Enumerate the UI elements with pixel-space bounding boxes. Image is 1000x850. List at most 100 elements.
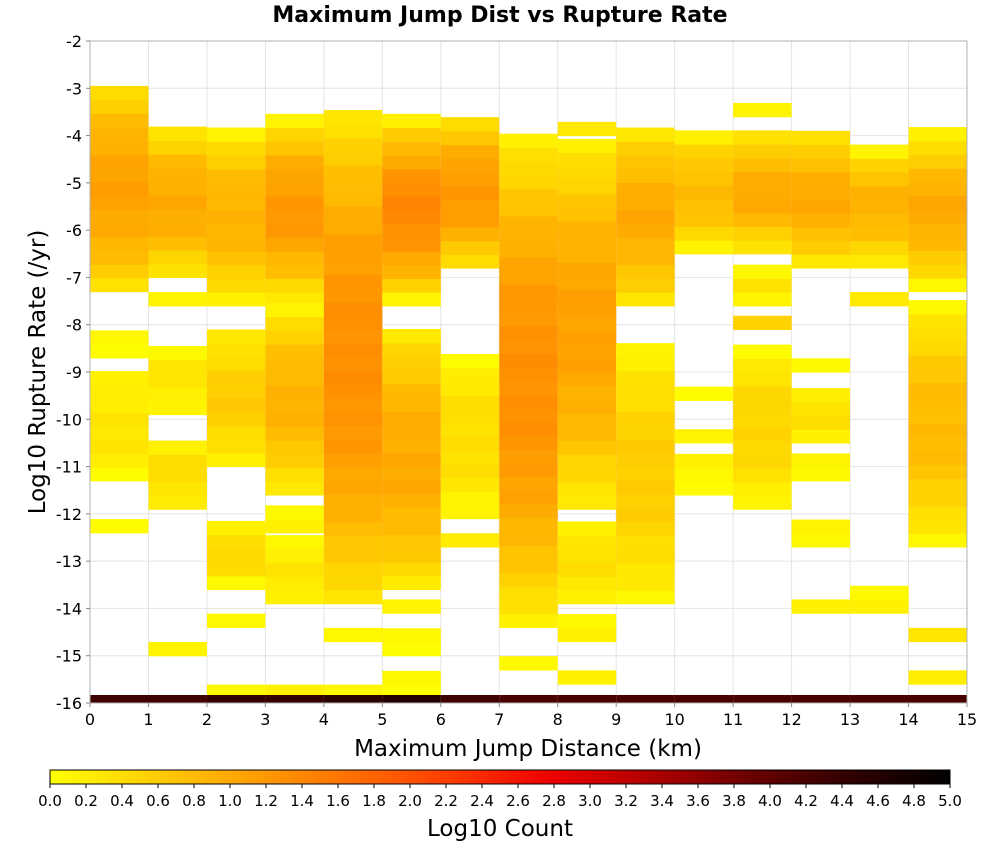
- heatmap-cell: [499, 695, 558, 703]
- heatmap-cell: [148, 181, 207, 196]
- heatmap-cell: [265, 453, 324, 469]
- heatmap-cell: [557, 521, 617, 536]
- heatmap-cell: [674, 144, 734, 159]
- heatmap-cell: [616, 494, 675, 509]
- heatmap-cell: [265, 398, 324, 414]
- heatmap-cell: [557, 152, 617, 167]
- heatmap-cell: [908, 181, 967, 197]
- heatmap-cell: [791, 453, 851, 468]
- x-tick-label: 14: [898, 710, 918, 729]
- heatmap-cell: [206, 562, 266, 577]
- colorbar-tick-label: 4.6: [866, 792, 890, 810]
- colorbar-tick-label: 3.0: [578, 792, 602, 810]
- heatmap-cell: [850, 254, 909, 269]
- heatmap-cell: [90, 236, 149, 252]
- heatmap-cell: [323, 151, 383, 166]
- heatmap-cell: [90, 467, 149, 482]
- heatmap-cell: [908, 423, 967, 438]
- heatmap-cell: [382, 562, 441, 577]
- heatmap-cell: [791, 226, 851, 242]
- y-tick-label: -16: [56, 694, 82, 713]
- heatmap-cell: [323, 233, 383, 248]
- heatmap-cell: [791, 185, 851, 200]
- heatmap-cell: [908, 368, 967, 383]
- heatmap-cell: [265, 519, 324, 534]
- heatmap-cell: [557, 358, 617, 373]
- heatmap-cell: [382, 670, 441, 686]
- heatmap-cell: [908, 195, 967, 210]
- heatmap-cell: [850, 213, 909, 228]
- heatmap-cell: [616, 452, 675, 468]
- y-tick-label: -6: [66, 221, 82, 240]
- heatmap-cell: [557, 548, 617, 564]
- heatmap-cell: [850, 240, 909, 255]
- heatmap-cell: [674, 467, 734, 482]
- heatmap-cell: [557, 454, 617, 469]
- heatmap-cell: [557, 303, 617, 318]
- heatmap-cell: [908, 209, 967, 224]
- heatmap-cell: [265, 695, 324, 703]
- heatmap-cell: [206, 168, 266, 183]
- y-tick-label: -9: [66, 363, 82, 382]
- heatmap-cell: [791, 240, 851, 255]
- heatmap-cell: [733, 695, 792, 703]
- heatmap-cell: [557, 234, 617, 250]
- heatmap-cell: [90, 127, 149, 142]
- heatmap-cell: [382, 356, 441, 371]
- heatmap-cell: [323, 315, 383, 331]
- heatmap-cell: [265, 127, 324, 142]
- heatmap-cell: [616, 141, 675, 156]
- heatmap-cell: [616, 264, 675, 279]
- heatmap-cell: [90, 425, 149, 441]
- heatmap-cell: [499, 572, 558, 587]
- y-tick-label: -8: [66, 316, 82, 335]
- heatmap-cell: [382, 154, 441, 170]
- heatmap-cell: [557, 627, 617, 643]
- heatmap-cell: [323, 627, 383, 643]
- heatmap-cell: [499, 174, 558, 190]
- y-tick-label: -7: [66, 268, 82, 287]
- heatmap-cell: [674, 429, 734, 444]
- heatmap-cell: [908, 519, 967, 534]
- y-tick-label: -12: [56, 505, 82, 524]
- heatmap-cell: [440, 213, 500, 228]
- heatmap-cell: [265, 562, 324, 577]
- heatmap-cell: [674, 171, 734, 186]
- heatmap-cell: [323, 356, 383, 372]
- heatmap-cell: [499, 366, 558, 382]
- heatmap-cell: [908, 409, 967, 425]
- heatmap-cell: [206, 398, 266, 413]
- heatmap-cell: [90, 223, 149, 238]
- heatmap-cell: [90, 85, 149, 101]
- heatmap-cell: [616, 439, 675, 454]
- heatmap-cell: [323, 370, 383, 385]
- heatmap-cell: [557, 138, 617, 154]
- y-tick-label: -13: [56, 552, 82, 571]
- heatmap-cell: [499, 435, 558, 450]
- heatmap-cell: [499, 215, 558, 231]
- heatmap-cell: [265, 371, 324, 386]
- y-axis-label: Log10 Rupture Rate (/yr): [25, 230, 51, 515]
- heatmap-cell: [206, 223, 266, 238]
- heatmap-cell: [557, 317, 617, 332]
- heatmap-cell: [908, 450, 967, 466]
- heatmap-cell: [148, 126, 207, 141]
- heatmap-cell: [206, 411, 266, 427]
- heatmap-cell: [616, 250, 675, 266]
- heatmap-cell: [733, 102, 792, 118]
- heatmap-cell: [557, 426, 617, 442]
- heatmap-cell: [382, 113, 441, 129]
- heatmap-cell: [90, 99, 149, 114]
- heatmap-cell: [382, 264, 441, 279]
- heatmap-cell: [908, 382, 967, 397]
- heatmap-cell: [908, 313, 967, 329]
- heatmap-cell: [323, 466, 383, 481]
- colorbar-tick-label: 2.4: [470, 792, 494, 810]
- heatmap-cell: [791, 171, 851, 187]
- x-tick-label: 4: [319, 710, 329, 729]
- heatmap-cell: [206, 452, 266, 468]
- colorbar-tick-label: 0.6: [146, 792, 170, 810]
- heatmap-cell: [908, 627, 967, 643]
- heatmap-cell: [616, 589, 675, 605]
- heatmap-cell: [674, 185, 734, 200]
